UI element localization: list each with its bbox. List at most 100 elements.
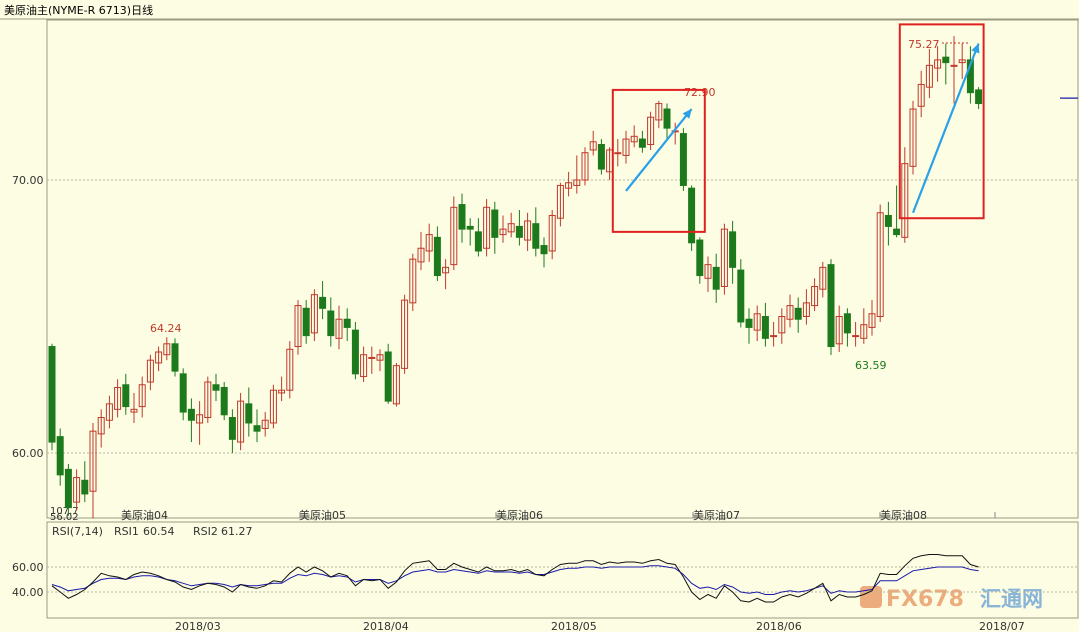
- candle-body-up: [917, 83, 925, 107]
- candle-body-up: [269, 389, 277, 424]
- candle-body-down: [212, 384, 220, 391]
- candle-body-up: [450, 206, 458, 266]
- candle-body-down: [966, 59, 974, 94]
- rsi1-line: [51, 554, 979, 603]
- candle-body-up: [630, 135, 638, 143]
- candle-body-down: [696, 239, 704, 277]
- candle-body-down: [351, 329, 359, 375]
- rsi2-value: 61.27: [221, 525, 253, 538]
- candle-body-up: [155, 351, 163, 364]
- grid-layer: [47, 97, 1078, 593]
- candle-body-down: [884, 214, 892, 227]
- rsi-layer: [51, 554, 979, 603]
- candle-body-down: [761, 316, 769, 339]
- candle-body-down: [663, 108, 671, 129]
- overlay-layer: [611, 23, 985, 233]
- candle-body-up: [483, 206, 491, 249]
- candle-body-up: [934, 59, 942, 69]
- chart-title: 美原油主(NYME-R 6713)日线: [4, 3, 153, 17]
- candle-body-up: [647, 116, 655, 146]
- candle-body-up: [392, 365, 400, 405]
- candle-body-up: [581, 152, 589, 181]
- candle-body-down: [975, 89, 983, 105]
- candle-body-down: [491, 209, 499, 238]
- candle-body-up: [310, 294, 318, 334]
- x-month-label-03: 2018/03: [175, 620, 221, 632]
- candle-body-down: [515, 225, 523, 238]
- candle-body-up: [286, 348, 294, 391]
- candle-body-up: [524, 220, 532, 241]
- corner-label-lower: 56.02: [50, 512, 79, 523]
- candle-body-down: [737, 269, 745, 323]
- candle-body-up: [614, 152, 622, 155]
- candle-body-up: [548, 214, 556, 252]
- annotation-high-march: 64.24: [150, 322, 182, 335]
- candle-body-up: [138, 384, 146, 408]
- contract-label-05: 美原油05: [299, 508, 346, 522]
- trend-arrow-may-head: [682, 109, 692, 119]
- y-tick-label-70: 70.00: [12, 174, 44, 187]
- candle-body-down: [679, 133, 687, 186]
- candle-body-down: [302, 307, 310, 337]
- annotation-peak-july: 75.27: [908, 38, 940, 51]
- candle-body-down: [893, 228, 901, 236]
- candle-body-down: [187, 408, 195, 421]
- candle-body-down: [228, 417, 236, 440]
- x-month-label-04: 2018/04: [363, 620, 409, 632]
- rsi-y-tick-60: 60.00: [12, 561, 44, 574]
- candle-body-up: [237, 400, 245, 443]
- candle-body-up: [146, 359, 154, 383]
- candle-body-up: [89, 430, 97, 492]
- candle-body-down: [540, 245, 548, 255]
- candle-body-down: [64, 468, 72, 509]
- candle-body-up: [622, 138, 630, 156]
- candle-body-up: [704, 264, 712, 279]
- candle-body-up: [655, 103, 663, 121]
- candle-body-up: [442, 266, 450, 274]
- rsi-panel-frame: [46, 521, 1079, 619]
- candle-body-up: [376, 354, 384, 361]
- contract-label-04: 美原油04: [121, 508, 168, 522]
- candle-body-up: [860, 324, 868, 339]
- candle-body-up: [105, 403, 113, 421]
- contract-label-06: 美原油06: [496, 508, 543, 522]
- candle-body-up: [401, 299, 409, 369]
- candle-body-down: [688, 187, 696, 244]
- rsi1-label: RSI1: [114, 525, 139, 538]
- candle-body-up: [868, 313, 876, 328]
- candle-body-down: [48, 346, 56, 443]
- candle-body-up: [130, 408, 138, 413]
- candle-body-up: [909, 108, 917, 167]
- candle-body-down: [712, 266, 720, 290]
- trend-arrow-july-head: [971, 43, 980, 54]
- candle-layer: [48, 36, 983, 519]
- candle-body-up: [778, 316, 786, 334]
- candle-body-down: [384, 351, 392, 402]
- candle-body-down: [171, 343, 179, 372]
- annotation-low-june: 63.59: [855, 359, 887, 372]
- candle-body-down: [638, 138, 646, 148]
- candle-body-up: [278, 389, 286, 394]
- candle-body-up: [589, 141, 597, 151]
- candle-body-up: [163, 343, 171, 356]
- candle-body-up: [901, 163, 909, 238]
- candle-body-up: [753, 313, 761, 331]
- candle-body-down: [458, 204, 466, 230]
- candle-body-down: [827, 264, 835, 348]
- candle-body-up: [950, 64, 958, 67]
- candle-body-down: [343, 318, 351, 328]
- candle-body-down: [433, 236, 441, 277]
- candle-body-down: [745, 318, 753, 328]
- candle-body-up: [802, 302, 810, 318]
- candle-body-down: [474, 231, 482, 252]
- candle-body-up: [819, 266, 827, 290]
- rsi-panel-label: RSI(7,14): [52, 525, 103, 538]
- candle-body-up: [720, 228, 728, 287]
- candle-body-down: [327, 310, 335, 337]
- candle-body-down: [729, 231, 737, 268]
- candle-body-up: [73, 477, 81, 503]
- candle-body-up: [417, 247, 425, 263]
- candle-body-up: [811, 285, 819, 307]
- candle-body-up: [425, 234, 433, 252]
- candle-body-up: [261, 419, 269, 429]
